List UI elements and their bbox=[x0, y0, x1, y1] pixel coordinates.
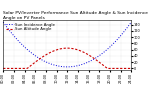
Sun Altitude Angle bbox=[26, 68, 28, 69]
Sun Altitude Angle bbox=[130, 68, 132, 69]
Sun Incidence Angle bbox=[66, 66, 68, 68]
Sun Incidence Angle bbox=[7, 28, 9, 30]
Line: Sun Altitude Angle: Sun Altitude Angle bbox=[3, 48, 131, 68]
Sun Incidence Angle bbox=[120, 35, 122, 36]
Sun Altitude Angle bbox=[66, 48, 68, 49]
Legend: Sun Incidence Angle, Sun Altitude Angle: Sun Incidence Angle, Sun Altitude Angle bbox=[5, 22, 56, 32]
Text: Solar PV/Inverter Performance Sun Altitude Angle & Sun Incidence Angle on PV Pan: Solar PV/Inverter Performance Sun Altitu… bbox=[3, 11, 148, 20]
Sun Incidence Angle bbox=[36, 56, 38, 58]
Sun Incidence Angle bbox=[2, 22, 4, 23]
Sun Altitude Angle bbox=[36, 60, 38, 61]
Sun Altitude Angle bbox=[124, 68, 126, 69]
Sun Incidence Angle bbox=[130, 22, 132, 23]
Sun Incidence Angle bbox=[10, 32, 12, 33]
Sun Altitude Angle bbox=[2, 68, 4, 69]
Sun Incidence Angle bbox=[26, 49, 28, 50]
Line: Sun Incidence Angle: Sun Incidence Angle bbox=[3, 22, 131, 67]
Sun Altitude Angle bbox=[120, 68, 122, 69]
Sun Incidence Angle bbox=[124, 29, 126, 30]
Sun Altitude Angle bbox=[7, 68, 9, 69]
Sun Altitude Angle bbox=[10, 68, 12, 69]
